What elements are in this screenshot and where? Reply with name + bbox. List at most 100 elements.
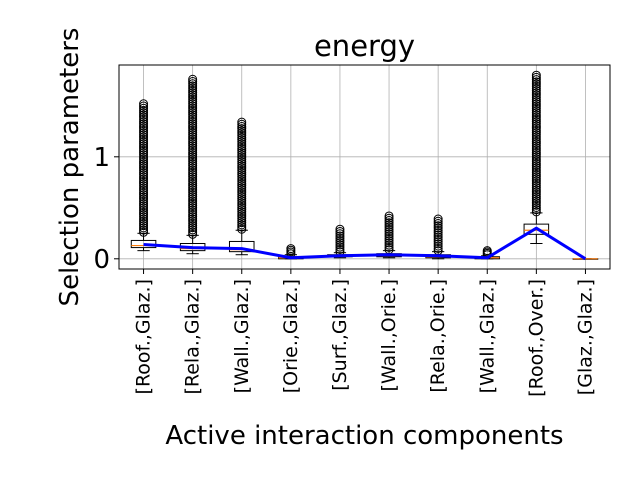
outlier-point	[188, 132, 198, 142]
outlier-point	[531, 77, 541, 87]
outlier-point	[139, 108, 149, 118]
outlier-point	[531, 147, 541, 157]
outlier-point	[139, 221, 149, 231]
outlier-point	[237, 205, 247, 215]
outlier-point	[237, 202, 247, 212]
outlier-point	[139, 116, 149, 126]
outlier-point	[237, 130, 247, 140]
outlier-point	[139, 128, 149, 138]
outlier-point	[139, 159, 149, 169]
outlier-point	[433, 237, 443, 247]
x-tick-label: [Rela.,Orie.]	[427, 279, 449, 393]
outlier-point	[237, 198, 247, 208]
outlier-point	[531, 132, 541, 142]
outlier-point	[188, 76, 198, 86]
outlier-point	[188, 103, 198, 113]
outlier-point	[139, 143, 149, 153]
outlier-point	[188, 90, 198, 100]
outlier-point	[188, 116, 198, 126]
outlier-point	[139, 216, 149, 226]
outlier-point	[433, 216, 443, 226]
outlier-point	[384, 211, 394, 221]
outlier-point	[139, 198, 149, 208]
outlier-point	[531, 112, 541, 122]
outlier-point	[188, 158, 198, 168]
outlier-point	[188, 209, 198, 219]
outlier-point	[237, 148, 247, 158]
outlier-point	[139, 176, 149, 186]
outlier-point	[433, 230, 443, 240]
outlier-point	[531, 136, 541, 146]
outlier-point	[139, 205, 149, 215]
outlier-point	[188, 220, 198, 230]
outlier-point	[139, 165, 149, 175]
outlier-point	[139, 163, 149, 173]
outlier-point	[531, 97, 541, 107]
outlier-point	[188, 161, 198, 171]
outlier-point	[531, 169, 541, 179]
outlier-point	[335, 240, 345, 250]
outlier-point	[237, 174, 247, 184]
outlier-point	[531, 121, 541, 131]
outlier-point	[531, 196, 541, 206]
outlier-point	[531, 75, 541, 85]
outlier-point	[531, 110, 541, 120]
outlier-point	[139, 119, 149, 129]
outlier-point	[188, 123, 198, 133]
outlier-point	[237, 220, 247, 230]
outlier-point	[188, 127, 198, 137]
outlier-point	[335, 233, 345, 243]
outlier-point	[531, 150, 541, 160]
outlier-point	[139, 101, 149, 111]
outlier-point	[237, 209, 247, 219]
outlier-point	[433, 225, 443, 235]
outlier-point	[188, 192, 198, 202]
outlier-point	[531, 205, 541, 215]
outlier-point	[237, 165, 247, 175]
outlier-point	[531, 116, 541, 126]
outlier-point	[139, 187, 149, 197]
outlier-point	[531, 108, 541, 118]
outlier-point	[433, 234, 443, 244]
outlier-point	[139, 185, 149, 195]
outlier-point	[139, 207, 149, 217]
chart-title: energy	[314, 29, 415, 63]
outlier-point	[531, 123, 541, 133]
outlier-point	[188, 152, 198, 162]
outlier-point	[433, 221, 443, 231]
outlier-point	[286, 244, 296, 254]
outlier-point	[531, 165, 541, 175]
outlier-point	[384, 220, 394, 230]
outlier-point	[237, 211, 247, 221]
x-tick-label: [Glaz.,Glaz.]	[574, 279, 596, 395]
outlier-point	[139, 150, 149, 160]
x-tick-label: [Wall.,Glaz.]	[476, 279, 498, 393]
outlier-point	[188, 92, 198, 102]
outlier-point	[531, 194, 541, 204]
outlier-point	[237, 121, 247, 131]
outlier-point	[237, 183, 247, 193]
outlier-point	[139, 139, 149, 149]
outlier-point	[237, 170, 247, 180]
outlier-point	[384, 213, 394, 223]
outlier-point	[531, 191, 541, 201]
outlier-point	[531, 88, 541, 98]
outlier-point	[531, 94, 541, 104]
outlier-point	[188, 74, 198, 84]
outlier-point	[139, 152, 149, 162]
outlier-point	[237, 163, 247, 173]
outlier-point	[335, 244, 345, 254]
outlier-point	[139, 218, 149, 228]
outlier-point	[237, 159, 247, 169]
outlier-point	[531, 167, 541, 177]
outlier-point	[188, 183, 198, 193]
outlier-point	[188, 218, 198, 228]
outlier-point	[237, 132, 247, 142]
outlier-point	[139, 227, 149, 237]
outlier-point	[237, 194, 247, 204]
outlier-point	[531, 72, 541, 82]
outlier-point	[433, 243, 443, 253]
outlier-point	[237, 224, 247, 234]
outlier-point	[139, 148, 149, 158]
outlier-point	[531, 156, 541, 166]
